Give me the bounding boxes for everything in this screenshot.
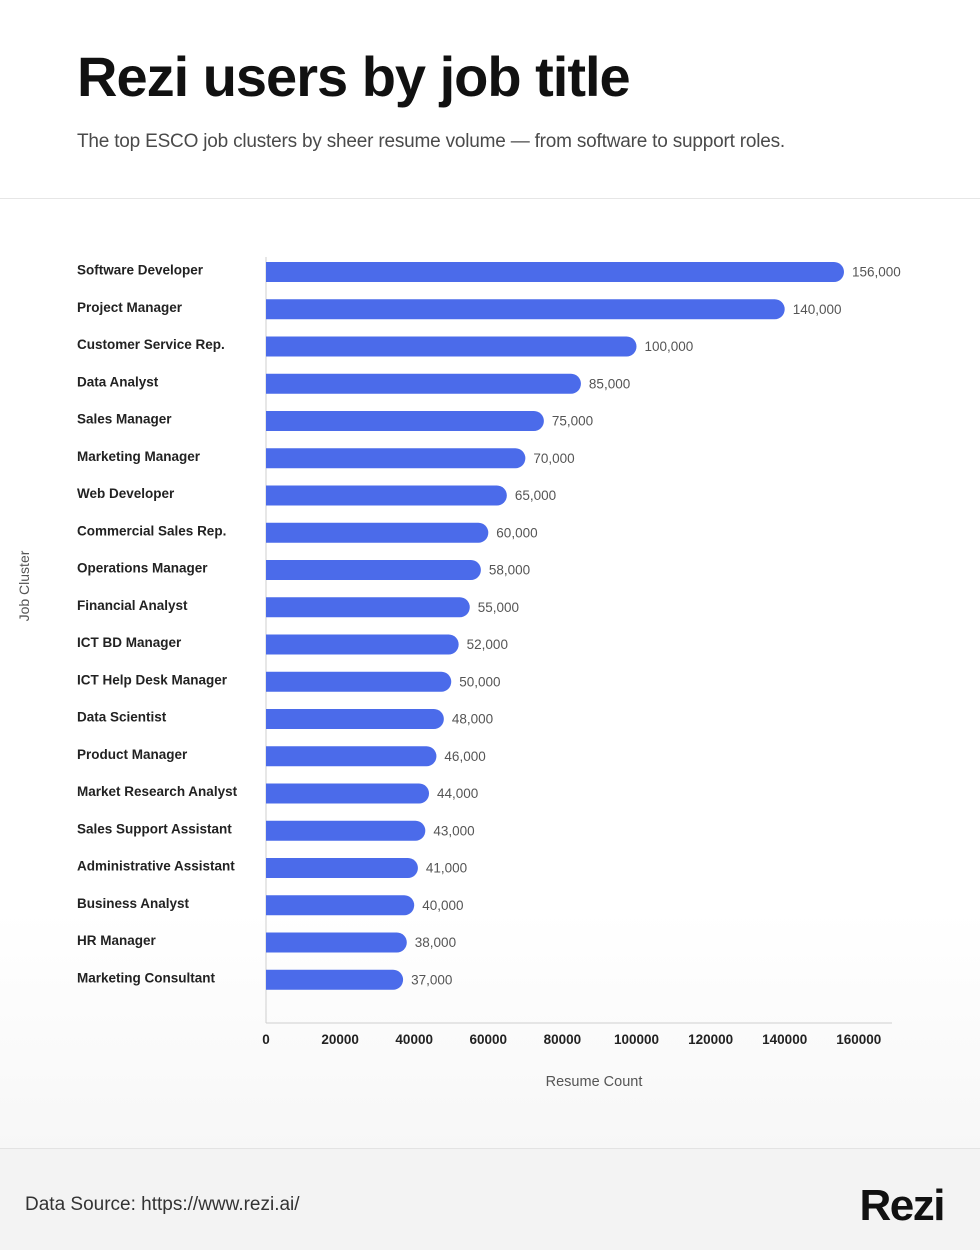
category-label: Software Developer	[77, 263, 204, 278]
category-label: Operations Manager	[77, 561, 208, 576]
y-axis-title: Job Cluster	[16, 550, 32, 621]
value-label: 50,000	[459, 674, 500, 689]
category-label: Business Analyst	[77, 896, 190, 911]
value-label: 100,000	[645, 339, 694, 354]
footer: Data Source: https://www.rezi.ai/ Rezi	[0, 1149, 980, 1250]
category-label: Market Research Analyst	[77, 784, 238, 799]
category-label: Project Manager	[77, 300, 183, 315]
bar-chart: Software Developer 156,000 Project Manager…	[16, 257, 901, 1090]
category-label: Data Scientist	[77, 710, 167, 725]
value-label: 44,000	[437, 786, 478, 801]
value-label: 52,000	[467, 637, 508, 652]
category-label: ICT Help Desk Manager	[77, 672, 228, 687]
x-tick-label: 60000	[470, 1032, 508, 1047]
category-label: Administrative Assistant	[77, 859, 235, 874]
value-label: 140,000	[793, 302, 842, 317]
chart-area: Software Developer 156,000 Project Manager…	[0, 199, 980, 1149]
category-label: Sales Manager	[77, 412, 172, 427]
x-tick-label: 20000	[321, 1032, 359, 1047]
x-axis-title: Resume Count	[546, 1074, 643, 1090]
bar[interactable]	[266, 895, 415, 916]
value-label: 40,000	[422, 898, 463, 913]
bar[interactable]	[266, 522, 489, 543]
category-label: Marketing Consultant	[77, 970, 216, 985]
bar[interactable]	[266, 709, 444, 729]
category-label: Financial Analyst	[77, 598, 188, 613]
category-label: HR Manager	[77, 933, 157, 948]
value-label: 38,000	[415, 935, 456, 950]
page-subtitle: The top ESCO job clusters by sheer resum…	[77, 131, 786, 152]
bar[interactable]	[266, 560, 481, 580]
bar[interactable]	[266, 262, 844, 282]
value-label: 37,000	[411, 972, 452, 987]
rezi-logo: Rezi	[859, 1181, 946, 1230]
value-label: 60,000	[496, 525, 537, 540]
bar[interactable]	[266, 932, 407, 953]
category-label: ICT BD Manager	[77, 635, 182, 650]
value-label: 85,000	[589, 376, 630, 391]
bar[interactable]	[266, 373, 581, 394]
bar[interactable]	[266, 411, 544, 431]
bar[interactable]	[266, 858, 418, 878]
value-label: 41,000	[426, 861, 467, 876]
bar[interactable]	[266, 448, 526, 469]
x-tick-label: 100000	[614, 1032, 659, 1047]
x-tick-label: 0	[262, 1032, 270, 1047]
category-label: Customer Service Rep.	[77, 337, 225, 352]
bar[interactable]	[266, 969, 404, 990]
header: Rezi users by job title The top ESCO job…	[0, 0, 980, 198]
x-tick-label: 140000	[762, 1032, 807, 1047]
bar[interactable]	[266, 336, 637, 357]
footer-divider	[0, 1148, 980, 1149]
bar[interactable]	[266, 597, 470, 618]
value-label: 156,000	[852, 265, 901, 280]
category-label: Data Analyst	[77, 374, 159, 389]
value-label: 48,000	[452, 712, 493, 727]
data-source-text: Data Source: https://www.rezi.ai/	[25, 1194, 300, 1215]
value-label: 65,000	[515, 488, 556, 503]
value-label: 75,000	[552, 414, 593, 429]
page-title: Rezi users by job title	[77, 45, 631, 108]
bar[interactable]	[266, 820, 426, 841]
category-label: Marketing Manager	[77, 449, 201, 464]
category-label: Web Developer	[77, 486, 175, 501]
x-tick-label: 80000	[544, 1032, 582, 1047]
bar[interactable]	[266, 299, 785, 320]
bar[interactable]	[266, 485, 507, 506]
x-tick-label: 160000	[836, 1032, 881, 1047]
value-label: 46,000	[444, 749, 485, 764]
bar[interactable]	[266, 671, 452, 692]
bar[interactable]	[266, 783, 430, 804]
value-label: 55,000	[478, 600, 519, 615]
category-label: Commercial Sales Rep.	[77, 523, 226, 538]
category-label: Product Manager	[77, 747, 188, 762]
value-label: 43,000	[433, 823, 474, 838]
value-label: 58,000	[489, 563, 530, 578]
value-label: 70,000	[533, 451, 574, 466]
bar[interactable]	[266, 634, 459, 655]
x-tick-label: 40000	[395, 1032, 433, 1047]
category-label: Sales Support Assistant	[77, 821, 232, 836]
header-divider	[0, 198, 980, 199]
bar[interactable]	[266, 746, 437, 767]
x-tick-label: 120000	[688, 1032, 733, 1047]
